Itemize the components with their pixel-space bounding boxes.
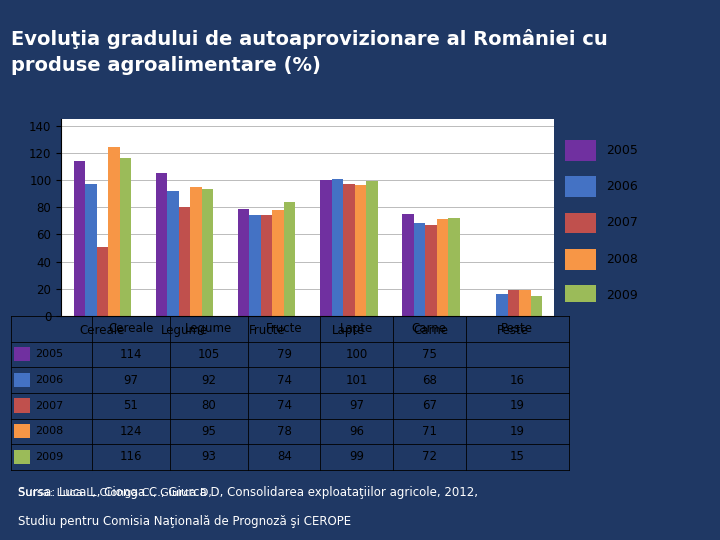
Bar (96, 247, 108, 316)
Text: 67: 67 (422, 399, 437, 412)
Bar (120, 158, 131, 316)
Bar (496, 294, 508, 316)
Text: 92: 92 (202, 374, 217, 387)
Text: 19: 19 (510, 425, 525, 438)
Text: Fructe: Fructe (266, 322, 302, 335)
Text: 2008: 2008 (35, 426, 63, 436)
FancyBboxPatch shape (565, 140, 596, 161)
Text: 2007: 2007 (35, 401, 63, 411)
Bar (249, 215, 261, 316)
Bar (156, 173, 167, 316)
Bar (320, 180, 332, 316)
Text: 2009: 2009 (35, 452, 63, 462)
Text: 51: 51 (123, 399, 138, 412)
Text: 116: 116 (120, 450, 142, 463)
Bar (414, 224, 426, 316)
Bar (14, 450, 30, 464)
Text: Studiu pentru Comisia Naţională de Prognoză şi CEROPE: Studiu pentru Comisia Naţională de Progn… (18, 515, 351, 528)
Text: 2005: 2005 (606, 144, 638, 157)
Bar (366, 181, 378, 316)
Text: 2006: 2006 (606, 180, 637, 193)
Text: 75: 75 (422, 348, 437, 361)
Bar (14, 424, 30, 438)
Bar (202, 190, 213, 316)
Bar (402, 214, 414, 316)
Text: 74: 74 (276, 374, 292, 387)
Text: 79: 79 (276, 348, 292, 361)
Bar (508, 290, 519, 316)
Text: 101: 101 (346, 374, 368, 387)
Text: 93: 93 (202, 450, 216, 463)
Text: 96: 96 (349, 425, 364, 438)
Bar (261, 215, 272, 316)
Bar (108, 147, 120, 316)
Text: 84: 84 (276, 450, 292, 463)
FancyBboxPatch shape (565, 176, 596, 197)
Bar (73, 161, 85, 316)
Text: 2009: 2009 (606, 289, 637, 302)
Text: 97: 97 (349, 399, 364, 412)
Text: Sursa: Luca L, Cionga C., Giurca D, Consolidarea exploataţiilor agricole, 2012,: Sursa: Luca L, Cionga C., Giurca D, Cons… (18, 486, 478, 499)
Text: Lapte: Lapte (340, 322, 374, 335)
FancyBboxPatch shape (565, 213, 596, 233)
Text: 2008: 2008 (606, 253, 638, 266)
Text: Carne: Carne (412, 322, 447, 335)
Bar (284, 202, 295, 316)
Text: 78: 78 (276, 425, 292, 438)
Bar (343, 184, 355, 316)
Bar (238, 208, 249, 316)
Bar (332, 179, 343, 316)
Text: 100: 100 (346, 348, 368, 361)
Text: Evoluţia gradului de autoaprovizionare al României cu
produse agroalimentare (%): Evoluţia gradului de autoaprovizionare a… (11, 29, 608, 75)
Bar (14, 347, 30, 361)
Bar (426, 225, 437, 316)
Text: 74: 74 (276, 399, 292, 412)
Text: 72: 72 (422, 450, 437, 463)
Text: 15: 15 (510, 450, 525, 463)
Text: 16: 16 (510, 374, 525, 387)
Bar (85, 184, 96, 316)
Text: Cereale: Cereale (108, 322, 153, 335)
Text: 2006: 2006 (35, 375, 63, 385)
Text: Sursa: Luca L, Cionga C., Giurca D,: Sursa: Luca L, Cionga C., Giurca D, (18, 488, 215, 498)
Bar (179, 207, 190, 316)
Text: 114: 114 (120, 348, 142, 361)
Text: Legume: Legume (185, 322, 233, 335)
Text: 19: 19 (510, 399, 525, 412)
Bar (519, 290, 531, 316)
Bar (167, 191, 179, 316)
Bar (355, 185, 366, 316)
Text: 99: 99 (349, 450, 364, 463)
Text: 2005: 2005 (35, 349, 63, 360)
Text: Peste: Peste (501, 322, 534, 335)
FancyBboxPatch shape (565, 249, 596, 269)
Bar (14, 399, 30, 413)
FancyBboxPatch shape (565, 285, 596, 306)
Text: 2007: 2007 (606, 217, 638, 230)
Text: 95: 95 (202, 425, 216, 438)
Bar (531, 295, 542, 316)
Text: 80: 80 (202, 399, 216, 412)
Bar (449, 218, 460, 316)
Text: 97: 97 (123, 374, 138, 387)
Bar (272, 210, 284, 316)
Bar (14, 373, 30, 387)
Text: 68: 68 (422, 374, 437, 387)
Text: 124: 124 (120, 425, 142, 438)
Bar (190, 187, 202, 316)
Text: Sursa: Luca L, Cionga C., Giurca D, Consolidarea exploataţiilor agricole,: Sursa: Luca L, Cionga C., Giurca D, Cons… (18, 488, 417, 498)
Text: 105: 105 (198, 348, 220, 361)
Bar (437, 219, 449, 316)
Text: 71: 71 (422, 425, 437, 438)
